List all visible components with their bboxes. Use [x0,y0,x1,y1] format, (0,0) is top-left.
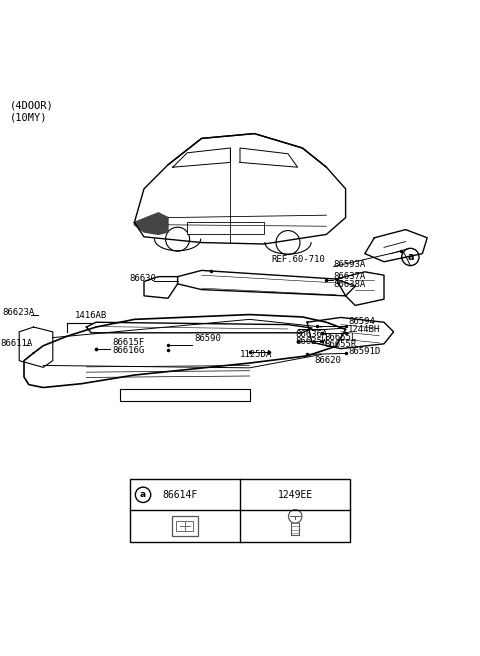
Text: 86590: 86590 [194,335,221,344]
Text: a: a [140,490,146,499]
Text: 86635W: 86635W [295,337,327,346]
Text: 86614F: 86614F [162,490,198,500]
FancyBboxPatch shape [130,479,350,542]
Text: 86611A: 86611A [0,339,32,348]
Text: 86636A: 86636A [295,329,327,338]
FancyBboxPatch shape [187,222,264,234]
Text: 1249EE: 1249EE [277,490,313,500]
Text: REF.60-710: REF.60-710 [271,255,325,264]
Text: 86637A: 86637A [334,272,366,281]
Text: (10MY): (10MY) [10,112,47,122]
Text: 86655R: 86655R [324,340,356,349]
Text: 86638A: 86638A [334,280,366,289]
Polygon shape [134,213,168,234]
FancyBboxPatch shape [172,516,198,536]
Text: a: a [407,252,414,262]
Text: 86594: 86594 [348,317,375,325]
Text: 86620: 86620 [314,356,341,365]
Text: 1416AB: 1416AB [74,312,107,320]
FancyBboxPatch shape [177,521,193,531]
Text: 86593A: 86593A [334,260,366,268]
Text: 86623A: 86623A [2,308,35,317]
Text: 86630: 86630 [130,274,156,283]
Text: 1244BH: 1244BH [348,325,380,334]
Text: 86615F: 86615F [113,338,145,347]
Text: 1125DA: 1125DA [240,350,272,359]
Text: 86591D: 86591D [348,347,380,356]
Text: (4DOOR): (4DOOR) [10,100,53,110]
Text: 86655L: 86655L [324,333,356,342]
Text: 86616G: 86616G [113,346,145,355]
